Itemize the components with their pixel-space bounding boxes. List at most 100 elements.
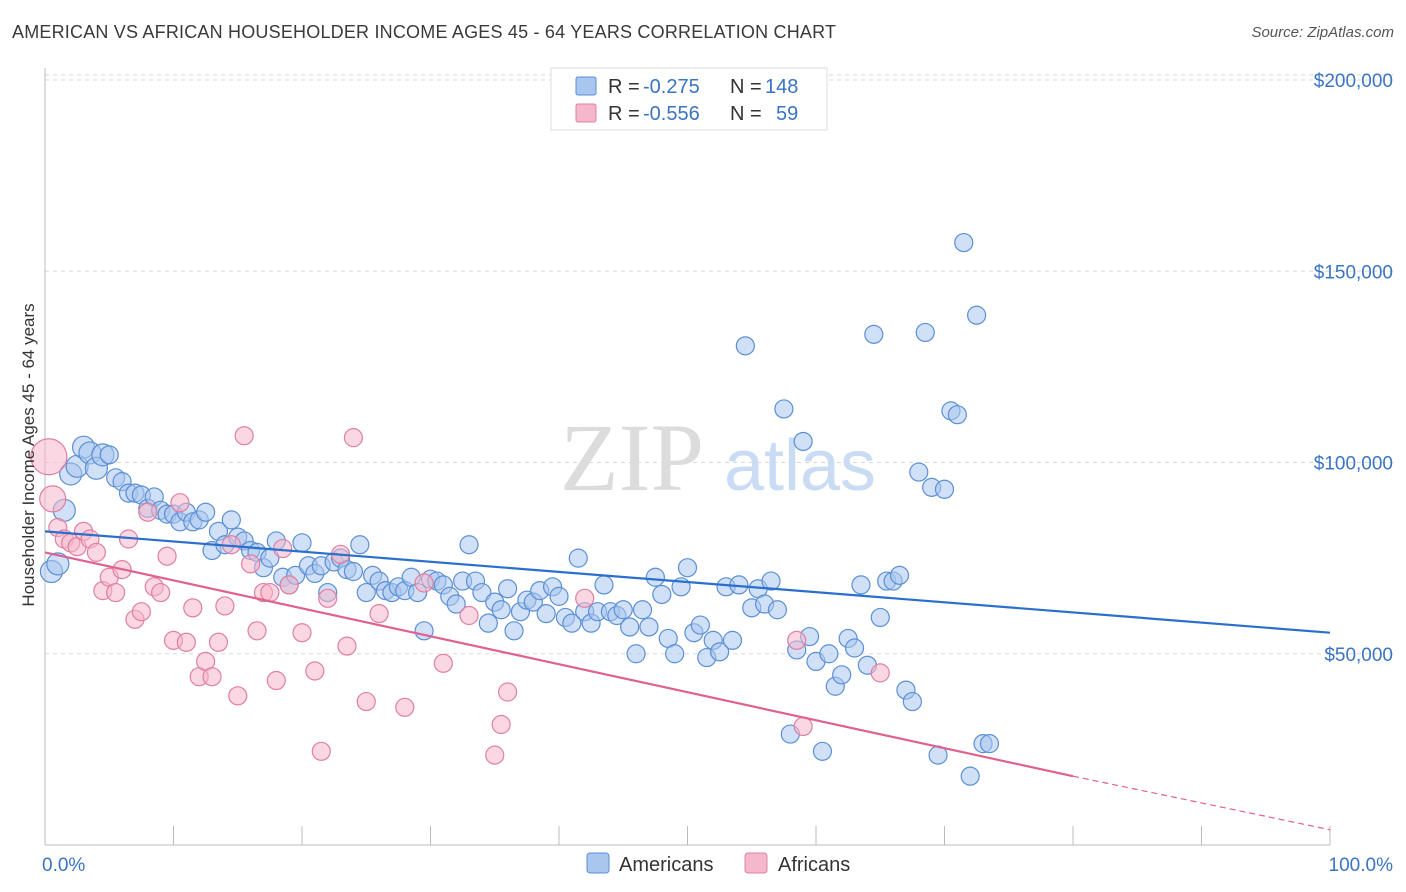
- american-point: [793, 431, 813, 452]
- american-point: [979, 734, 1000, 754]
- african-point: [498, 682, 518, 702]
- legend-swatch-africans: [575, 103, 597, 123]
- american-point: [196, 502, 216, 522]
- african-point: [86, 542, 107, 562]
- american-point: [536, 603, 556, 624]
- african-point: [241, 554, 261, 574]
- african-point: [228, 686, 248, 706]
- african-point: [106, 582, 126, 603]
- american-point: [767, 600, 788, 620]
- african-point: [414, 573, 434, 593]
- american-point: [710, 642, 730, 662]
- african-point: [157, 546, 177, 566]
- american-point: [594, 575, 614, 595]
- american-point: [864, 324, 884, 344]
- y-tick-label-2: $150,000: [1314, 262, 1393, 283]
- legend-swatch-americans: [575, 76, 597, 96]
- american-point: [915, 322, 935, 343]
- american-point: [446, 594, 466, 614]
- american-point: [761, 571, 781, 591]
- american-point: [613, 600, 633, 620]
- american-point: [652, 584, 672, 605]
- african-point: [793, 716, 813, 737]
- american-point: [472, 582, 492, 603]
- african-point: [292, 623, 312, 643]
- africans-points: [30, 426, 890, 765]
- american-point: [832, 665, 852, 685]
- bottom-legend-swatch-africans: [744, 852, 768, 874]
- american-point: [902, 691, 922, 712]
- american-point: [844, 638, 865, 658]
- american-point: [46, 552, 70, 576]
- americans-trend-line: [44, 530, 1331, 634]
- african-point: [337, 636, 357, 656]
- y-axis-title: Householder Income Ages 45 - 64 years: [19, 303, 38, 606]
- american-point: [934, 479, 955, 499]
- american-point: [504, 621, 524, 641]
- american-point: [947, 405, 967, 425]
- american-point: [626, 644, 646, 664]
- american-point: [99, 445, 119, 465]
- y-tick-label-1: $100,000: [1314, 454, 1393, 475]
- african-point: [138, 502, 158, 522]
- african-point: [30, 438, 68, 476]
- american-point: [690, 615, 710, 635]
- african-point: [266, 670, 286, 691]
- bottom-legend-swatch-americans: [586, 852, 610, 874]
- african-point: [491, 714, 511, 735]
- x-tick-label-0: 0.0%: [42, 855, 85, 876]
- american-point: [889, 565, 910, 585]
- african-point: [311, 741, 331, 761]
- african-point: [369, 603, 389, 624]
- american-point: [620, 617, 640, 637]
- american-point: [562, 613, 582, 633]
- legend-r-value-2: -0.556: [643, 103, 700, 125]
- african-point: [176, 632, 196, 652]
- african-point: [305, 661, 325, 681]
- american-point: [870, 607, 890, 628]
- african-point: [170, 493, 190, 513]
- african-point: [395, 697, 415, 717]
- africans-trend-line-extension: [1072, 775, 1331, 831]
- x-tick-label-1: 100.0%: [1329, 855, 1394, 876]
- bottom-legend: Americans Africans: [586, 852, 850, 876]
- legend-r-value-1: -0.275: [643, 76, 700, 98]
- african-point: [459, 605, 479, 626]
- african-point: [208, 632, 229, 652]
- african-point: [131, 602, 151, 622]
- african-point: [234, 426, 254, 446]
- american-point: [478, 613, 498, 633]
- african-point: [318, 588, 338, 608]
- african-point: [575, 588, 595, 608]
- american-point: [954, 232, 974, 253]
- african-point: [247, 621, 267, 641]
- trend-lines: [44, 530, 1331, 831]
- legend-n-label-2: N =: [730, 103, 762, 125]
- african-point: [151, 582, 171, 603]
- y-tick-label-3: $200,000: [1314, 71, 1393, 92]
- african-point: [870, 663, 890, 683]
- legend-r-label-2: R =: [608, 103, 640, 125]
- legend-n-value-1: 148: [765, 76, 798, 98]
- american-point: [350, 535, 370, 555]
- american-point: [498, 579, 518, 599]
- y-tick-labels: $50,000 $100,000 $150,000 $200,000: [1314, 71, 1393, 666]
- african-point: [215, 596, 235, 616]
- american-point: [343, 561, 363, 582]
- american-point: [356, 582, 376, 603]
- x-tick-labels: 0.0% 100.0%: [42, 855, 1393, 876]
- american-point: [851, 575, 871, 595]
- african-point: [279, 575, 299, 595]
- american-point: [639, 617, 659, 637]
- american-point: [735, 336, 755, 356]
- american-point: [967, 305, 987, 325]
- american-point: [677, 558, 698, 578]
- african-point: [356, 691, 376, 712]
- american-point: [665, 644, 685, 664]
- american-point: [632, 600, 653, 620]
- african-point: [183, 598, 203, 618]
- y-tick-label-0: $50,000: [1324, 645, 1393, 666]
- watermark-zip: ZIP: [560, 404, 704, 511]
- african-point: [39, 485, 67, 513]
